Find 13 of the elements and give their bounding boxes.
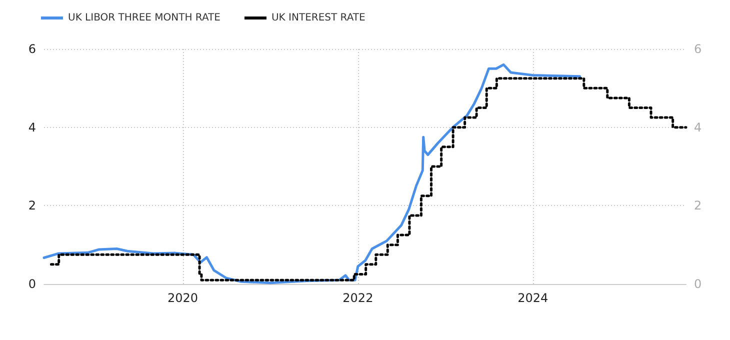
x-tick-label: 2020	[167, 291, 198, 305]
y2-tick-label: 0	[694, 277, 702, 291]
y2-tick-label: 4	[694, 120, 702, 134]
y-tick-label: 6	[28, 42, 36, 56]
y2-tick-label: 6	[694, 42, 702, 56]
legend-label: UK INTEREST RATE	[271, 12, 366, 24]
legend-label: UK LIBOR THREE MONTH RATE	[68, 12, 220, 24]
x-tick-label: 2024	[518, 291, 548, 305]
y-tick-label: 4	[28, 120, 36, 134]
x-tick-label: 2022	[342, 291, 374, 305]
y-tick-label: 2	[28, 198, 36, 213]
y2-tick-label: 2	[694, 198, 702, 213]
y-tick-label: 0	[28, 277, 36, 291]
